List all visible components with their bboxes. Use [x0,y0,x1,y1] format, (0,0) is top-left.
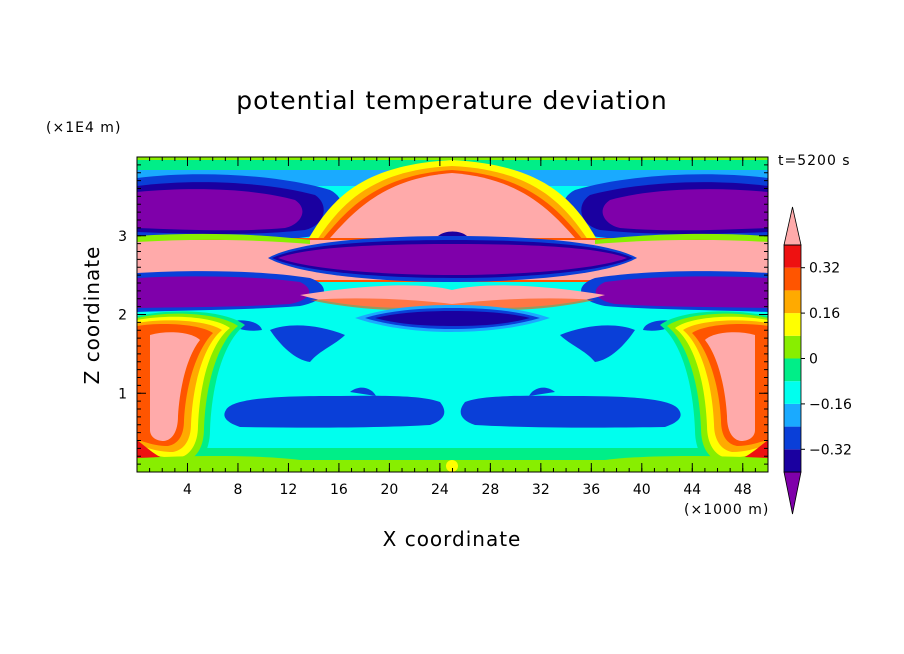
x-tick-label: 20 [380,482,398,498]
x-tick-label: 32 [532,482,550,498]
colorbar-label: −0.32 [809,442,852,458]
colorbar-swatch [784,290,801,314]
contour-field [137,157,768,472]
colorbar-label: 0.32 [809,261,840,277]
y-tick-label: 1 [118,386,127,402]
colorbar-swatch [784,426,801,450]
x-tick-label: 12 [280,482,298,498]
colorbar-min-extension [783,471,802,515]
colorbar-label: 0.16 [809,306,840,322]
x-tick-label: 48 [734,482,752,498]
colorbar-swatch [784,335,801,359]
x-axis-label: X coordinate [382,527,522,551]
colorbar-swatch [784,313,801,336]
colorbar-swatch [784,245,801,268]
x-axis-ticks: 4 8 12 16 20 24 28 32 36 40 44 48 [149,157,756,498]
y-tick-label: 3 [118,229,127,245]
colorbar-max-extension [783,206,802,246]
colorbar-swatch [784,381,801,404]
chart-title: potential temperature deviation [236,86,668,115]
x-unit-label: (×1000 m) [684,502,770,518]
x-tick-label: 36 [582,482,600,498]
colorbar-swatch [784,403,801,427]
y-tick-label: 2 [118,308,127,324]
x-tick-label: 44 [683,482,701,498]
x-tick-label: 40 [633,482,651,498]
x-tick-label: 8 [233,482,242,498]
colorbar-label: −0.16 [809,397,852,413]
colorbar-swatch [784,449,801,472]
x-tick-label: 4 [183,482,192,498]
colorbar-swatch [784,358,801,382]
time-label: t=5200 s [778,153,851,169]
colorbar-swatch [784,267,801,291]
x-tick-label: 28 [481,482,499,498]
y-axis-ticks: 1 2 3 [118,164,768,465]
x-tick-label: 16 [330,482,348,498]
colorbar-label: 0 [809,352,818,368]
x-tick-label: 24 [431,482,449,498]
y-unit-label: (×1E4 m) [46,120,122,136]
colorbar: 0.32 0.16 0 −0.16 −0.32 [783,206,852,515]
